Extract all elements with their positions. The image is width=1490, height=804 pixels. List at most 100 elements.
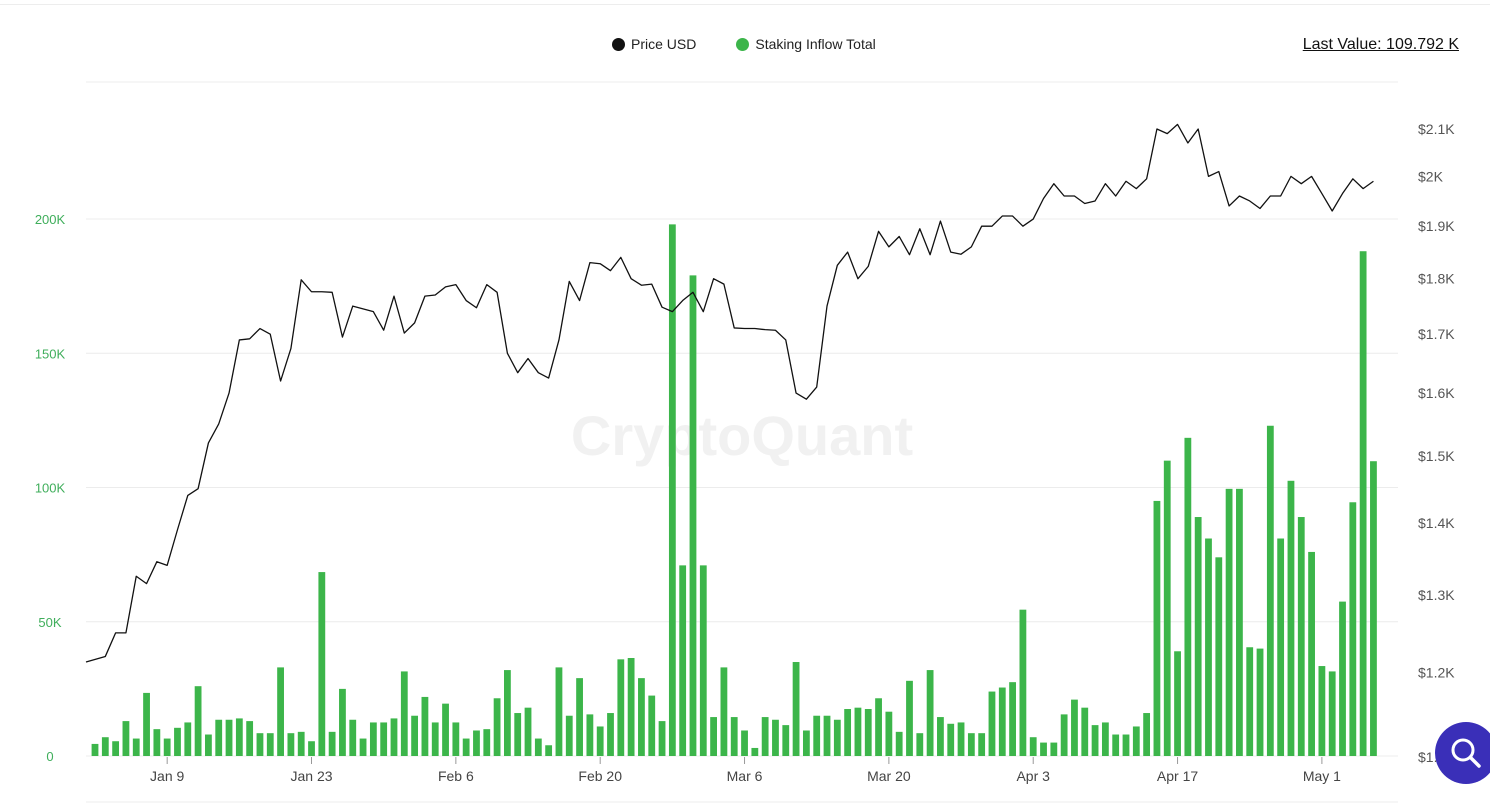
inflow-bar[interactable]: [1040, 742, 1047, 756]
inflow-bar[interactable]: [1081, 707, 1089, 756]
inflow-bar[interactable]: [308, 741, 315, 756]
inflow-bar[interactable]: [1266, 425, 1274, 756]
inflow-bar[interactable]: [184, 722, 192, 756]
inflow-bar[interactable]: [761, 717, 769, 756]
inflow-bar[interactable]: [1246, 647, 1254, 756]
inflow-bar[interactable]: [617, 659, 625, 756]
inflow-bar[interactable]: [875, 698, 882, 756]
inflow-bar[interactable]: [462, 738, 470, 756]
inflow-bar[interactable]: [906, 680, 913, 756]
inflow-bar[interactable]: [668, 224, 676, 756]
inflow-bar[interactable]: [978, 733, 986, 756]
inflow-bar[interactable]: [1225, 488, 1233, 756]
inflow-bar[interactable]: [1328, 671, 1336, 756]
inflow-bar[interactable]: [751, 747, 759, 756]
inflow-bar[interactable]: [1318, 666, 1326, 756]
inflow-bar[interactable]: [101, 737, 109, 756]
inflow-bar[interactable]: [864, 709, 872, 756]
inflow-bar[interactable]: [1359, 251, 1367, 756]
inflow-bar[interactable]: [246, 721, 254, 756]
inflow-bar[interactable]: [565, 715, 573, 756]
inflow-bar[interactable]: [1163, 460, 1171, 756]
inflow-bar[interactable]: [431, 722, 439, 756]
inflow-bar[interactable]: [504, 670, 511, 756]
inflow-bar[interactable]: [1308, 551, 1315, 756]
inflow-bar[interactable]: [586, 714, 594, 756]
inflow-bar[interactable]: [792, 662, 800, 756]
inflow-bar[interactable]: [297, 731, 305, 756]
inflow-bar[interactable]: [1236, 488, 1243, 756]
inflow-bar[interactable]: [885, 711, 893, 756]
inflow-bar[interactable]: [926, 670, 934, 756]
inflow-bar[interactable]: [1174, 651, 1181, 756]
inflow-bar[interactable]: [998, 687, 1006, 756]
inflow-bar[interactable]: [483, 729, 491, 756]
inflow-bar[interactable]: [545, 745, 553, 756]
inflow-bar[interactable]: [833, 719, 841, 756]
inflow-bar[interactable]: [287, 733, 295, 756]
inflow-bar[interactable]: [174, 727, 181, 756]
inflow-bar[interactable]: [937, 717, 944, 756]
inflow-bar[interactable]: [328, 731, 336, 756]
inflow-bar[interactable]: [1153, 500, 1161, 756]
inflow-bar[interactable]: [895, 731, 903, 756]
inflow-bar[interactable]: [720, 667, 728, 756]
inflow-bar[interactable]: [1050, 742, 1058, 756]
inflow-bar[interactable]: [1277, 538, 1285, 756]
price-line[interactable]: [85, 123, 1374, 663]
inflow-bar[interactable]: [823, 715, 831, 756]
inflow-bar[interactable]: [277, 667, 284, 756]
inflow-bar[interactable]: [772, 719, 779, 756]
inflow-bar[interactable]: [627, 658, 635, 756]
inflow-bar[interactable]: [576, 678, 583, 756]
inflow-bar[interactable]: [730, 717, 738, 756]
legend-item-inflow[interactable]: Staking Inflow Total: [736, 36, 876, 52]
inflow-bar[interactable]: [844, 709, 852, 756]
inflow-bar[interactable]: [802, 730, 810, 756]
inflow-bar[interactable]: [1205, 538, 1212, 756]
inflow-bar[interactable]: [400, 671, 408, 756]
inflow-bar[interactable]: [1132, 726, 1140, 756]
inflow-bar[interactable]: [1370, 461, 1377, 756]
inflow-bar[interactable]: [359, 738, 367, 756]
inflow-bar[interactable]: [555, 667, 563, 756]
inflow-bar[interactable]: [607, 713, 614, 756]
inflow-bar[interactable]: [534, 738, 542, 756]
inflow-bar[interactable]: [1349, 502, 1357, 756]
inflow-bar[interactable]: [411, 715, 419, 756]
inflow-bar[interactable]: [1019, 609, 1027, 756]
inflow-bar[interactable]: [1060, 714, 1068, 756]
inflow-bar[interactable]: [1122, 734, 1130, 756]
inflow-bar[interactable]: [143, 692, 150, 756]
inflow-bar[interactable]: [1339, 601, 1346, 756]
inflow-bar[interactable]: [710, 717, 717, 756]
inflow-bar[interactable]: [256, 733, 264, 756]
inflow-bar[interactable]: [1256, 648, 1264, 756]
inflow-bar[interactable]: [442, 703, 449, 756]
inflow-bar[interactable]: [782, 725, 790, 756]
inflow-bar[interactable]: [854, 707, 862, 756]
inflow-bar[interactable]: [163, 738, 171, 756]
inflow-bar[interactable]: [421, 696, 429, 756]
inflow-bar[interactable]: [369, 722, 377, 756]
inflow-bar[interactable]: [813, 715, 821, 756]
inflow-bar[interactable]: [638, 678, 645, 756]
inflow-bar[interactable]: [122, 721, 130, 756]
inflow-bar[interactable]: [339, 688, 346, 757]
inflow-bar[interactable]: [266, 733, 274, 756]
inflow-bar[interactable]: [648, 695, 656, 756]
inflow-bar[interactable]: [658, 721, 666, 756]
inflow-bar[interactable]: [194, 686, 202, 756]
inflow-bar[interactable]: [1143, 713, 1151, 756]
inflow-bar[interactable]: [1091, 725, 1099, 756]
inflow-bar[interactable]: [1029, 737, 1037, 756]
inflow-bar[interactable]: [1215, 557, 1223, 756]
inflow-bar[interactable]: [1287, 480, 1295, 756]
inflow-bar[interactable]: [215, 719, 223, 756]
inflow-bar[interactable]: [205, 734, 212, 756]
inflow-bar[interactable]: [452, 722, 460, 756]
inflow-bar[interactable]: [957, 722, 965, 756]
inflow-bar[interactable]: [596, 726, 604, 756]
inflow-bar[interactable]: [349, 719, 357, 756]
inflow-bar[interactable]: [132, 738, 140, 756]
